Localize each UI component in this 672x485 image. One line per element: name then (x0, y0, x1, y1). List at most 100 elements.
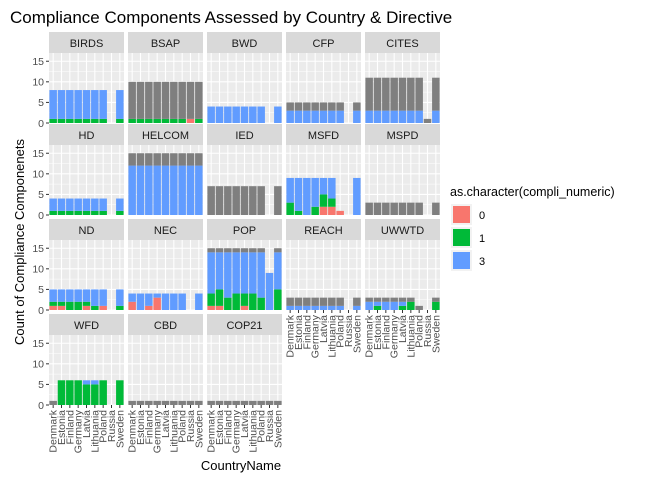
bar-segment-pop-latvia-0 (240, 305, 249, 310)
facet-strip-label: WFD (74, 320, 99, 332)
bar-segment-birds-sweden-1 (116, 118, 124, 123)
bar-segment-bsap-sweden-na (195, 81, 203, 119)
bar-segment-uwwtd-germany-na (390, 297, 398, 302)
facet-strip (49, 32, 124, 53)
bar-segment-nd-estonia-1 (57, 301, 66, 306)
bar-segment-hd-poland-3 (99, 198, 107, 211)
bar-segment-reach-lithuania-3 (328, 305, 336, 310)
facet-panel-uwwtd: UWWTD DenmarkEstoniaFinlandGermanyLatviaL… (364, 219, 442, 358)
bar-segment-reach-finland-na (303, 297, 311, 306)
x-tick-label: Lithuania (89, 410, 101, 453)
bar-segment-cites-finland-3 (382, 110, 390, 123)
facet-strip-label: MSPD (387, 130, 419, 142)
bar-segment-cites-lithuania-na (407, 77, 415, 111)
bar-segment-birds-denmark-1 (49, 118, 57, 123)
facet-strip (128, 219, 203, 240)
y-tick-label: 15 (32, 338, 44, 350)
bar-segment-birds-finland-1 (66, 118, 74, 123)
legend-item-label: 0 (479, 210, 485, 222)
facet-panel-ied: IED (207, 124, 282, 216)
bar-segment-bwd-estonia-3 (215, 106, 224, 123)
bar-segment-msfd-germany-3 (311, 177, 319, 207)
bar-segment-bwd-poland-3 (257, 106, 265, 123)
x-tick-label: Poland (335, 315, 347, 348)
bar-segment-pop-lithuania-3 (249, 252, 257, 294)
bar-segment-pop-germany-3 (232, 252, 240, 294)
bar-segment-uwwtd-finland-na (382, 297, 390, 302)
bar-segment-cites-estonia-3 (373, 110, 382, 123)
bar-segment-nec-finland-0 (145, 305, 153, 310)
bar-segment-nd-denmark-1 (49, 301, 57, 306)
y-tick-label: 5 (38, 379, 44, 391)
bar-segment-helcom-poland-na (178, 153, 186, 166)
bar-segment-cfp-denmark-3 (286, 110, 294, 123)
x-tick-label: Estonia (372, 315, 384, 350)
x-tick-label: Finland (143, 410, 155, 445)
bar-segment-hd-poland-1 (99, 210, 107, 215)
facet-strip-label: BIRDS (70, 38, 104, 50)
bar-segment-bsap-russia-na (186, 81, 195, 119)
bar-segment-mspd-denmark-na (365, 202, 373, 215)
bar-segment-pop-germany-1 (232, 293, 240, 310)
x-tick-label: Germany (73, 409, 85, 453)
bar-segment-bwd-lithuania-3 (249, 106, 257, 123)
bar-segment-cfp-lithuania-3 (328, 110, 336, 123)
facet-panel-mspd: MSPD (365, 124, 440, 216)
bar-segment-msfd-denmark-1 (286, 202, 294, 215)
bar-segment-hd-denmark-1 (49, 210, 57, 215)
bar-segment-helcom-latvia-na (161, 153, 170, 166)
facet-strip (365, 32, 440, 53)
bar-segment-birds-finland-3 (66, 90, 74, 119)
bar-segment-mspd-finland-na (382, 202, 390, 215)
bar-segment-hd-germany-1 (74, 210, 82, 215)
bar-segment-birds-sweden-3 (116, 90, 124, 119)
bar-segment-msfd-finland-3 (303, 177, 311, 215)
bar-segment-reach-lithuania-na (328, 297, 336, 306)
facet-panel-msfd: MSFD (286, 124, 361, 216)
bar-segment-uwwtd-estonia-na (373, 297, 382, 302)
bar-segment-helcom-denmark-3 (128, 165, 136, 215)
bar-segment-nd-finland-1 (66, 301, 74, 310)
facet-strip (286, 32, 361, 53)
bar-segment-pop-estonia-3 (215, 252, 224, 290)
bar-segment-birds-estonia-3 (57, 90, 66, 119)
facet-strip-label: NEC (154, 225, 177, 237)
y-tick-label: 5 (38, 284, 44, 296)
y-tick-label: 15 (32, 243, 44, 255)
bar-segment-reach-sweden-3 (353, 305, 361, 310)
bar-segment-helcom-poland-3 (178, 165, 186, 215)
x-tick-label: Sweden (430, 315, 442, 353)
bar-segment-cfp-germany-na (311, 102, 319, 111)
bar-segment-hd-sweden-3 (116, 198, 124, 211)
facet-panel-cbd: CBD DenmarkEstoniaFinlandGermanyLatviaLit… (127, 314, 205, 453)
bar-segment-bsap-lithuania-1 (170, 118, 178, 123)
x-tick-label: Latvia (160, 410, 172, 438)
bar-segment-cop21-denmark-na (207, 400, 215, 405)
bar-segment-nd-poland-3 (99, 289, 107, 306)
bar-segment-wfd-poland-1 (99, 380, 107, 405)
bar-segment-nd-poland-0 (99, 305, 107, 310)
bar-segment-cop21-poland-na (257, 400, 265, 405)
bar-segment-reach-sweden-na (353, 297, 361, 306)
bar-segment-reach-finland-3 (303, 305, 311, 310)
facet-strip-label: COP21 (226, 320, 262, 332)
bar-segment-reach-denmark-na (286, 297, 294, 306)
bar-segment-ied-estonia-na (215, 186, 224, 215)
bar-segment-bsap-finland-1 (145, 118, 153, 123)
bar-segment-cfp-sweden-3 (353, 110, 361, 123)
bar-segment-cfp-poland-na (336, 102, 344, 111)
x-tick-label: Poland (256, 410, 268, 443)
bar-segment-cop21-lithuania-na (249, 400, 257, 405)
x-tick-label: Germany (389, 314, 401, 358)
facet-panel-nec: NEC (128, 219, 203, 311)
bar-segment-nec-germany-3 (153, 293, 161, 298)
bar-segment-bsap-latvia-na (161, 81, 170, 119)
bar-segment-ied-sweden-na (274, 186, 282, 215)
bar-segment-pop-lithuania-na (249, 248, 257, 253)
bar-segment-msfd-denmark-3 (286, 177, 294, 203)
y-tick-label: 0 (38, 210, 44, 222)
bar-segment-bwd-germany-3 (232, 106, 240, 123)
facet-strip-label: HD (79, 130, 95, 142)
facet-panel-bwd: BWD (207, 32, 282, 124)
